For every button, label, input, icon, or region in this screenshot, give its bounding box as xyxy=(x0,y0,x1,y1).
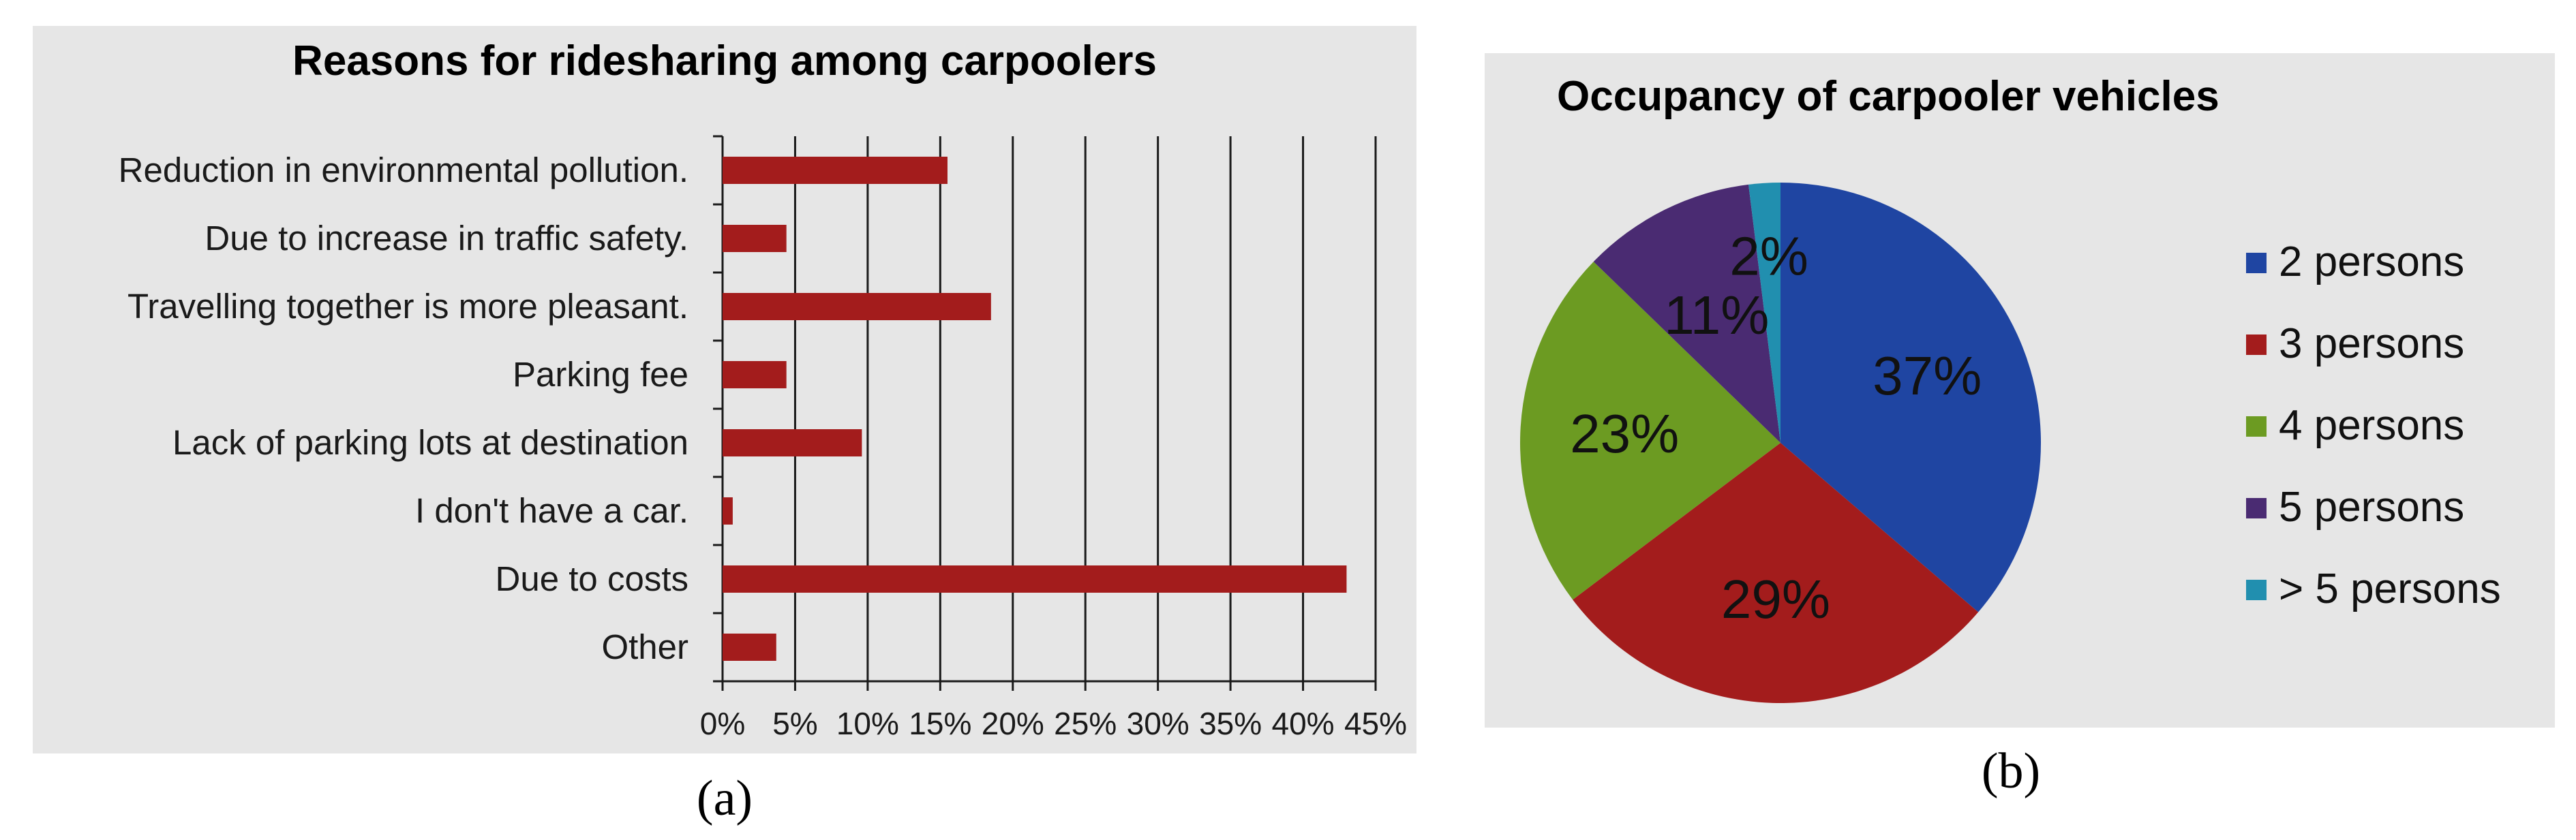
legend-label: 5 persons xyxy=(2279,484,2464,531)
pie-value-label: 37% xyxy=(1873,345,1982,406)
category-label: Reduction in environmental pollution. xyxy=(119,151,688,189)
bar xyxy=(723,361,787,388)
bar xyxy=(723,634,776,661)
pie-slice xyxy=(1593,184,1781,443)
legend-swatch xyxy=(2246,580,2267,600)
legend-swatch xyxy=(2246,416,2267,437)
bar xyxy=(723,293,991,320)
bar-chart-title: Reasons for ridesharing among carpoolers xyxy=(292,37,1157,84)
pie-chart-title: Occupancy of carpooler vehicles xyxy=(1557,73,2219,120)
pie-chart-legend: 2 persons 3 persons 4 persons 5 persons > 5 … xyxy=(2246,238,2501,612)
pie-slice xyxy=(1748,183,1781,443)
x-tick-label: 20% xyxy=(982,706,1044,741)
bar xyxy=(723,565,1347,593)
caption-a: (a) xyxy=(697,771,753,826)
bar-chart-panel xyxy=(33,26,1416,753)
x-tick-label: 40% xyxy=(1272,706,1335,741)
category-label: Other xyxy=(601,627,688,666)
category-label: Parking fee xyxy=(513,355,688,394)
bar xyxy=(723,497,733,525)
bar xyxy=(723,225,787,252)
pie-value-label: 23% xyxy=(1570,403,1679,464)
x-tick-label: 30% xyxy=(1127,706,1189,741)
category-label: Due to costs xyxy=(496,559,688,598)
pie-chart-value-labels: 37% 29% 23% 11%2% xyxy=(1570,225,1982,629)
pie-chart-slices xyxy=(1520,183,2042,703)
legend-label: > 5 persons xyxy=(2279,565,2501,612)
category-label: Travelling together is more pleasant. xyxy=(127,287,688,326)
legend-label: 4 persons xyxy=(2279,402,2464,449)
legend-label: 3 persons xyxy=(2279,320,2464,367)
category-label: Due to increase in traffic safety. xyxy=(204,219,688,258)
x-tick-label: 25% xyxy=(1054,706,1117,741)
pie-slice xyxy=(1781,183,2042,612)
bar xyxy=(723,157,948,184)
legend-swatch xyxy=(2246,253,2267,273)
pie-value-label: 11% xyxy=(1664,285,1769,345)
bar-chart-bars xyxy=(723,157,1347,661)
x-tick-label: 35% xyxy=(1199,706,1262,741)
bar-chart-x-tick-labels: 0% 5% 10% 15% 20% 25% 30% 35% 40% 45% xyxy=(700,706,1407,741)
x-tick-label: 5% xyxy=(772,706,817,741)
legend-swatch xyxy=(2246,498,2267,518)
caption-b: (b) xyxy=(1982,743,2040,799)
category-label: Lack of parking lots at destination xyxy=(172,423,688,462)
legend-swatch xyxy=(2246,335,2267,355)
bar-chart-category-labels: Reduction in environmental pollution. Due… xyxy=(119,151,688,666)
x-tick-label: 10% xyxy=(836,706,899,741)
x-tick-label: 45% xyxy=(1344,706,1407,741)
category-label: I don't have a car. xyxy=(415,491,688,530)
x-tick-label: 15% xyxy=(909,706,971,741)
pie-value-label: 2% xyxy=(1729,225,1808,286)
bar xyxy=(723,429,862,456)
pie-value-label: 29% xyxy=(1721,569,1830,629)
legend-label: 2 persons xyxy=(2279,238,2464,285)
x-tick-label: 0% xyxy=(700,706,745,741)
pie-slice xyxy=(1520,262,1781,600)
pie-slice xyxy=(1573,443,1979,703)
